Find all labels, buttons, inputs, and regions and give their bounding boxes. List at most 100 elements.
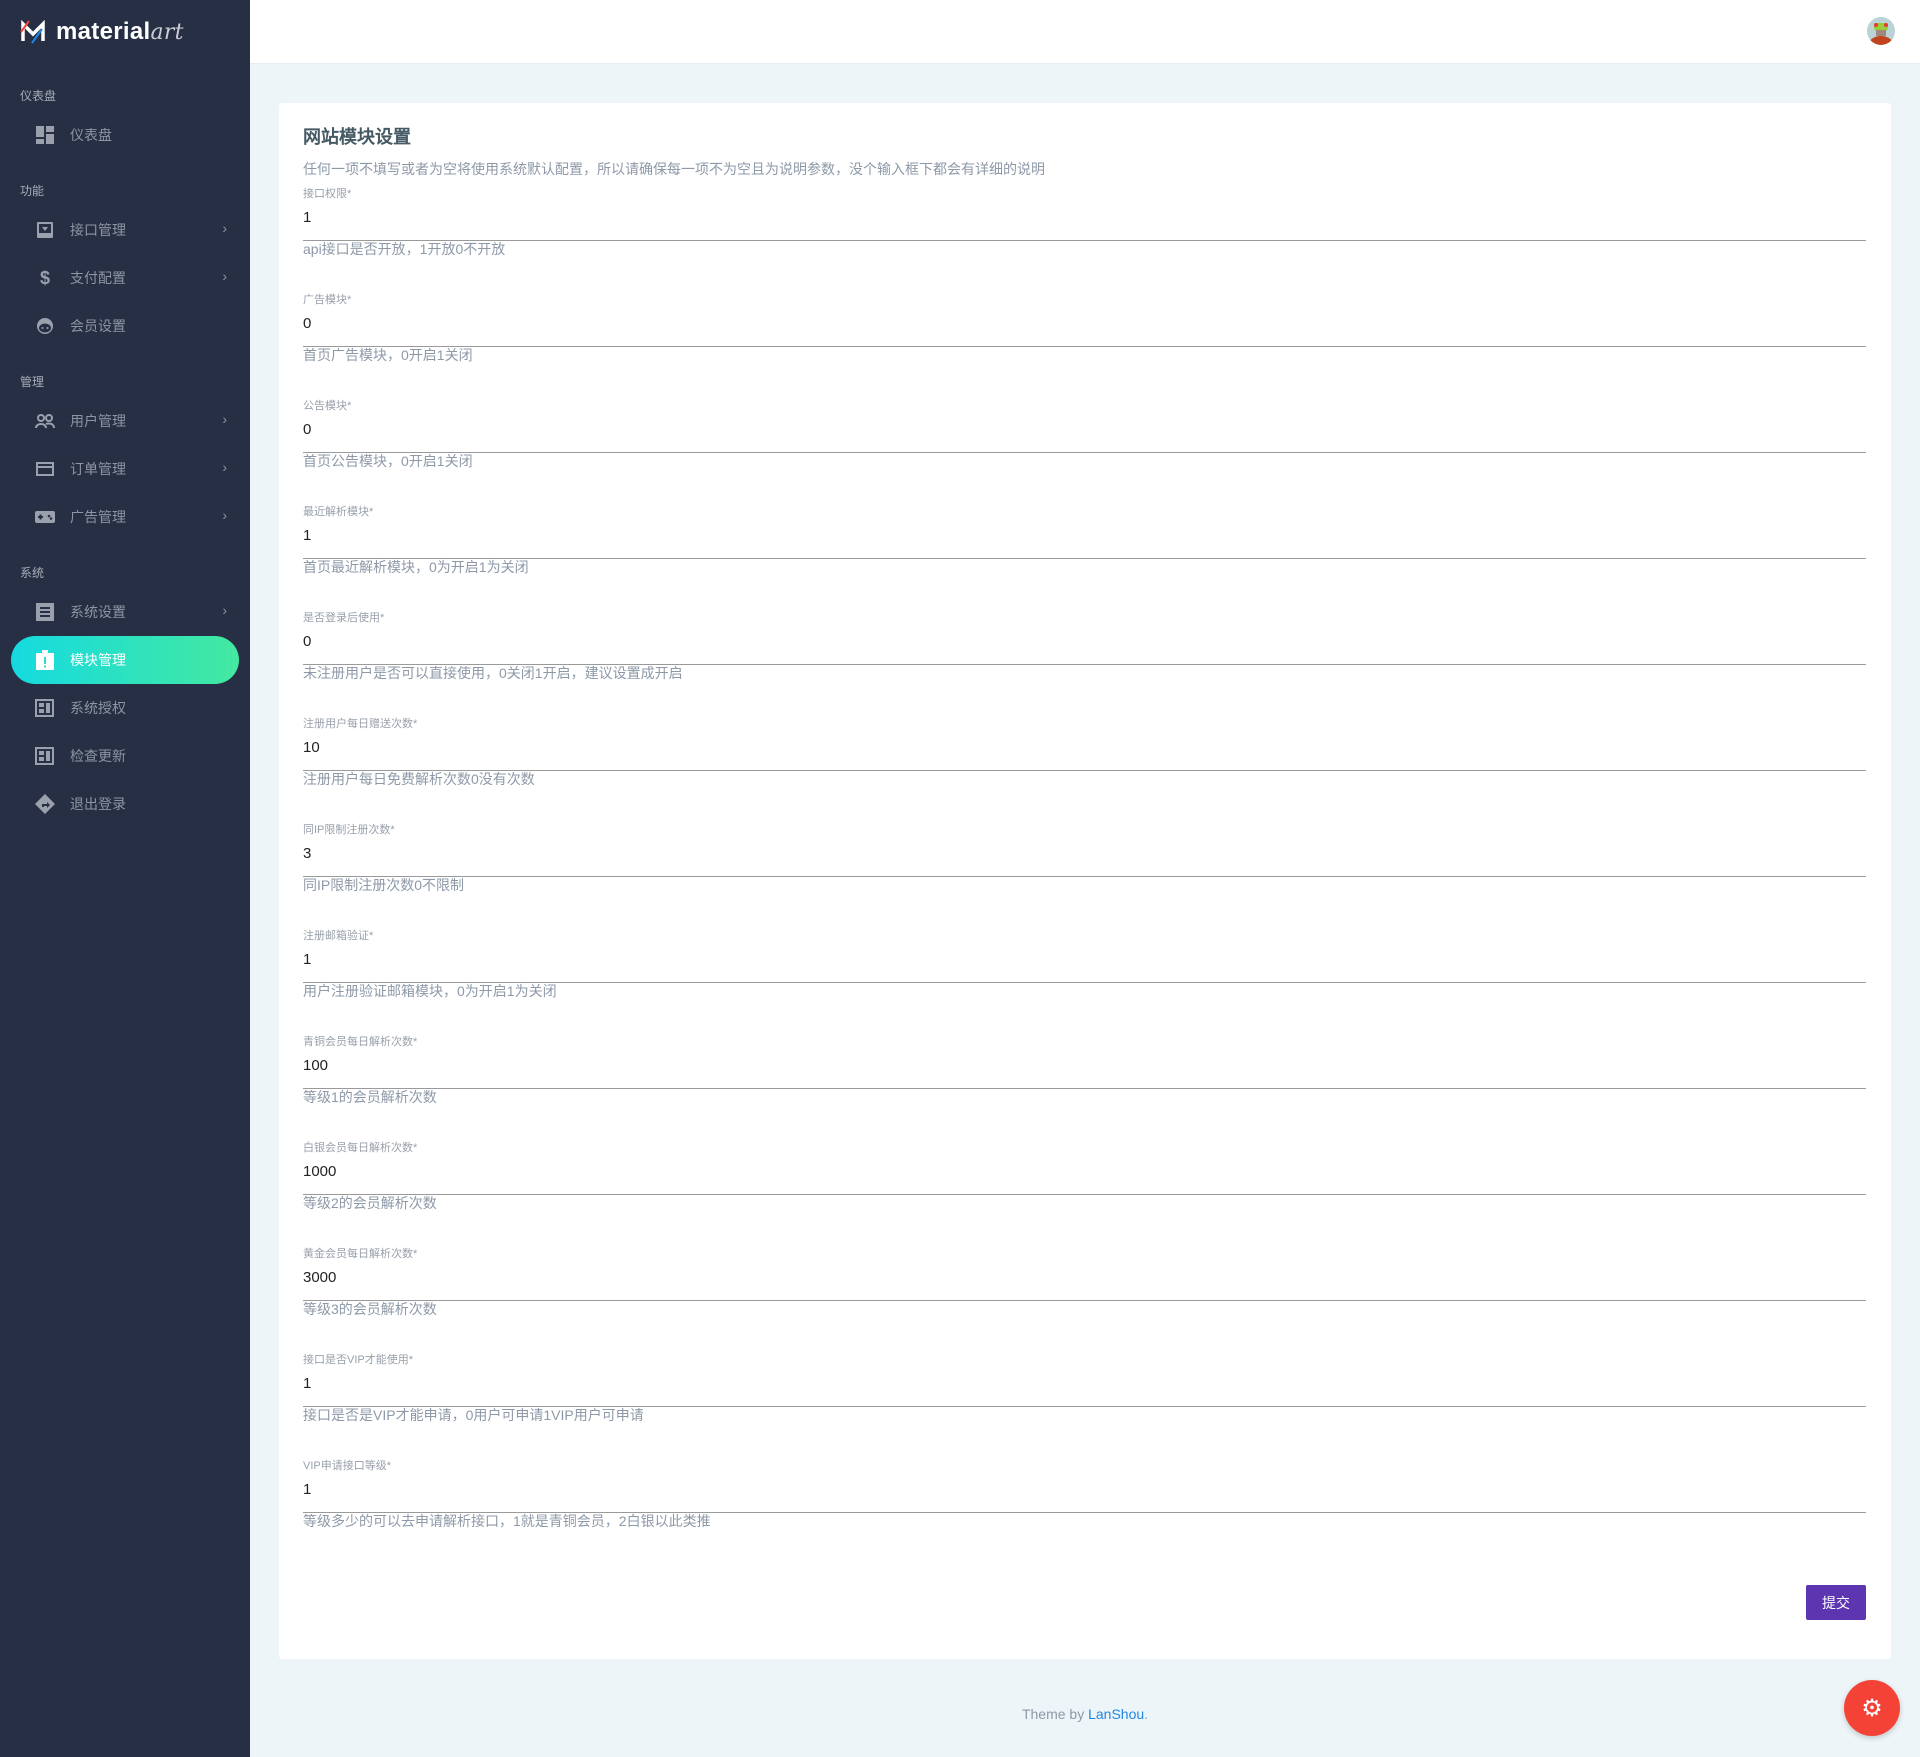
sidebar-item-label: 系统设置: [70, 604, 126, 620]
logo[interactable]: materialart: [0, 0, 250, 64]
sidebar-item-2-1[interactable]: 订单管理 ›: [11, 445, 239, 493]
field-input[interactable]: [303, 209, 1866, 241]
brand-name: materialart: [56, 18, 184, 45]
field-input[interactable]: [303, 633, 1866, 665]
field-label: 黄金会员每日解析次数*: [303, 1248, 418, 1260]
sidebar-item-3-3[interactable]: 检查更新: [11, 732, 239, 780]
field-help-text: 等级3的会员解析次数: [303, 1301, 437, 1317]
field-input[interactable]: [303, 1375, 1866, 1407]
field-label: 青铜会员每日解析次数*: [303, 1036, 418, 1048]
dollar-icon: $: [39, 267, 50, 288]
sidebar-item-label: 支付配置: [70, 270, 126, 286]
chevron-right-icon: ›: [222, 268, 227, 284]
gear-icon: ⚙: [1861, 1694, 1883, 1722]
field-help-text: 未注册用户是否可以直接使用，0关闭1开启，建议设置成开启: [303, 665, 683, 681]
sidebar-item-label: 广告管理: [70, 509, 126, 525]
field-help-text: 等级2的会员解析次数: [303, 1195, 437, 1211]
field-input[interactable]: [303, 527, 1866, 559]
page-title: 网站模块设置: [303, 127, 411, 147]
field-help-text: 首页广告模块，0开启1关闭: [303, 347, 473, 363]
footer-link[interactable]: LanShou: [1088, 1706, 1145, 1722]
sidebar: materialart 仪表盘 仪表盘 功能 接口管理 › $ 支付配置 › 会员设置 管理 用户管…: [0, 0, 250, 1757]
form-field: 最近解析模块* 首页最近解析模块，0为开启1为关闭: [303, 496, 1866, 602]
form-field: 公告模块* 首页公告模块，0开启1关闭: [303, 390, 1866, 496]
user-avatar[interactable]: [1867, 17, 1895, 45]
settings-fab[interactable]: ⚙: [1844, 1680, 1900, 1736]
chip-icon: [35, 746, 55, 766]
dashboard-icon: [35, 125, 55, 145]
gamepad-icon: [35, 507, 55, 527]
sidebar-item-3-1[interactable]: 模块管理: [11, 636, 239, 684]
field-help-text: api接口是否开放，1开放0不开放: [303, 241, 506, 257]
sidebar-item-label: 接口管理: [70, 222, 126, 238]
field-input[interactable]: [303, 1163, 1866, 1195]
chevron-right-icon: ›: [222, 459, 227, 475]
field-label: VIP申请接口等级*: [303, 1460, 392, 1472]
field-label: 是否登录后使用*: [303, 612, 385, 624]
sidebar-item-3-4[interactable]: 退出登录: [11, 780, 239, 828]
sidebar-item-label: 订单管理: [70, 461, 126, 477]
sidebar-item-label: 系统授权: [70, 700, 126, 716]
form-field: VIP申请接口等级* 等级多少的可以去申请解析接口，1就是青铜会员，2白银以此类推: [303, 1450, 1866, 1556]
field-label: 接口是否VIP才能使用*: [303, 1354, 414, 1366]
form-field: 白银会员每日解析次数* 等级2的会员解析次数: [303, 1132, 1866, 1238]
submit-button[interactable]: 提交: [1806, 1585, 1866, 1620]
chip-icon: [35, 698, 55, 718]
field-label: 白银会员每日解析次数*: [303, 1142, 418, 1154]
inbox-download-icon: [35, 220, 55, 240]
field-label: 最近解析模块*: [303, 506, 374, 518]
sidebar-item-1-1[interactable]: $ 支付配置 ›: [11, 254, 239, 302]
sidebar-section-label: 管理: [20, 375, 45, 389]
face-icon: [35, 316, 55, 336]
field-help-text: 等级多少的可以去申请解析接口，1就是青铜会员，2白银以此类推: [303, 1513, 711, 1529]
sidebar-section-label: 系统: [20, 566, 45, 580]
sidebar-item-label: 退出登录: [70, 796, 126, 812]
form-field: 接口是否VIP才能使用* 接口是否是VIP才能申请，0用户可申请1VIP用户可申请: [303, 1344, 1866, 1450]
field-help-text: 同IP限制注册次数0不限制: [303, 877, 465, 893]
form-field: 青铜会员每日解析次数* 等级1的会员解析次数: [303, 1026, 1866, 1132]
field-label: 同IP限制注册次数*: [303, 824, 395, 836]
field-input[interactable]: [303, 739, 1866, 771]
field-label: 公告模块*: [303, 400, 352, 412]
field-input[interactable]: [303, 1269, 1866, 1301]
field-input[interactable]: [303, 845, 1866, 877]
field-input[interactable]: [303, 951, 1866, 983]
sidebar-item-2-2[interactable]: 广告管理 ›: [11, 493, 239, 541]
field-help-text: 用户注册验证邮箱模块，0为开启1为关闭: [303, 983, 557, 999]
users-icon: [35, 411, 55, 431]
sidebar-item-1-2[interactable]: 会员设置: [11, 302, 239, 350]
sidebar-item-label: 模块管理: [70, 652, 126, 668]
chevron-right-icon: ›: [222, 411, 227, 427]
field-input[interactable]: [303, 315, 1866, 347]
sidebar-item-3-2[interactable]: 系统授权: [11, 684, 239, 732]
field-input[interactable]: [303, 421, 1866, 453]
form-field: 同IP限制注册次数* 同IP限制注册次数0不限制: [303, 814, 1866, 920]
credit-card-icon: [35, 459, 55, 479]
sidebar-item-2-0[interactable]: 用户管理 ›: [11, 397, 239, 445]
sidebar-item-3-0[interactable]: 系统设置 ›: [11, 588, 239, 636]
sidebar-section-label: 仪表盘: [20, 89, 57, 103]
form-field: 接口权限* api接口是否开放，1开放0不开放: [303, 178, 1866, 284]
chevron-right-icon: ›: [222, 220, 227, 236]
list-icon: [35, 602, 55, 622]
logo-m-icon: [20, 20, 45, 44]
field-input[interactable]: [303, 1057, 1866, 1089]
sidebar-item-label: 检查更新: [70, 748, 126, 764]
form-field: 是否登录后使用* 未注册用户是否可以直接使用，0关闭1开启，建议设置成开启: [303, 602, 1866, 708]
field-label: 接口权限*: [303, 188, 352, 200]
directions-icon: [35, 794, 55, 814]
field-help-text: 接口是否是VIP才能申请，0用户可申请1VIP用户可申请: [303, 1407, 644, 1423]
sidebar-item-label: 仪表盘: [70, 127, 112, 143]
sidebar-item-label: 会员设置: [70, 318, 126, 334]
chevron-right-icon: ›: [222, 507, 227, 523]
sidebar-item-label: 用户管理: [70, 413, 126, 429]
sidebar-item-0-0[interactable]: 仪表盘: [11, 111, 239, 159]
footer-text: Theme by: [1021, 1706, 1089, 1722]
field-input[interactable]: [303, 1481, 1866, 1513]
field-label: 注册用户每日赠送次数*: [303, 718, 418, 730]
sidebar-item-1-0[interactable]: 接口管理 ›: [11, 206, 239, 254]
form-field: 注册邮箱验证* 用户注册验证邮箱模块，0为开启1为关闭: [303, 920, 1866, 1026]
clipboard-alert-icon: [35, 650, 55, 670]
sidebar-section-label: 功能: [20, 184, 45, 198]
